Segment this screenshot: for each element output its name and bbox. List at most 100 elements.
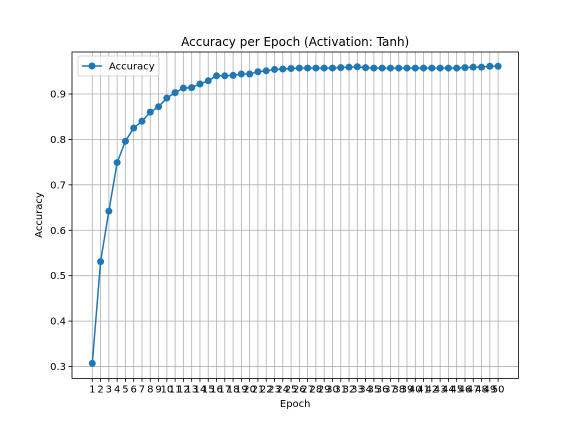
x-tick-label: 23 <box>268 384 281 395</box>
data-point <box>461 64 469 72</box>
y-axis-title: Accuracy <box>34 192 45 238</box>
data-point <box>444 64 452 72</box>
data-point <box>262 67 270 75</box>
data-point <box>295 64 303 72</box>
x-tick-label: 50 <box>492 384 505 395</box>
data-point <box>221 72 229 80</box>
x-tick-label: 4 <box>114 384 120 395</box>
x-tick-label: 14 <box>194 384 207 395</box>
x-tick-label: 29 <box>318 384 331 395</box>
data-point <box>328 64 336 72</box>
data-point <box>88 359 96 367</box>
data-point <box>270 65 278 73</box>
data-point <box>304 64 312 72</box>
x-tick-label: 28 <box>310 384 323 395</box>
data-point <box>420 64 428 72</box>
data-point <box>386 64 394 72</box>
data-point <box>196 80 204 88</box>
legend-box <box>77 55 160 77</box>
ticks: 1 2 3 4 5 6 7 8 91011121314151617181920212223242… <box>50 89 504 395</box>
data-point <box>279 65 287 73</box>
x-tick-label: 6 <box>131 384 137 395</box>
legend: Accuracy <box>77 55 160 77</box>
x-tick-label: 7 <box>139 384 145 395</box>
data-point <box>163 94 171 102</box>
x-tick-label: 8 <box>147 384 153 395</box>
legend-label-accuracy: Accuracy <box>109 62 155 73</box>
data-point <box>337 64 345 72</box>
x-tick-label: 38 <box>392 384 405 395</box>
x-tick-label: 13 <box>185 384 198 395</box>
x-tick-label: 1 <box>89 384 95 395</box>
chart-title: Accuracy per Epoch (Activation: Tanh) <box>181 35 409 49</box>
legend-marker-sample <box>88 62 96 70</box>
plot-area <box>72 52 519 379</box>
data-point <box>237 70 245 78</box>
data-point <box>486 62 494 70</box>
x-tick-label: 30 <box>326 384 339 395</box>
x-tick-label: 27 <box>301 384 314 395</box>
data-point <box>395 64 403 72</box>
x-tick-label: 41 <box>417 384 430 395</box>
x-tick-label: 43 <box>434 384 447 395</box>
data-point <box>229 71 237 79</box>
series-layer <box>88 62 502 367</box>
x-tick-label: 22 <box>260 384 273 395</box>
data-point <box>97 258 105 266</box>
data-point <box>469 63 477 71</box>
x-tick-label: 45 <box>450 384 463 395</box>
data-point <box>179 84 187 92</box>
y-tick-label: 0.9 <box>50 89 66 100</box>
x-tick-label: 36 <box>376 384 389 395</box>
data-point <box>403 64 411 72</box>
x-tick-label: 40 <box>409 384 422 395</box>
data-point <box>171 89 179 97</box>
x-tick-label: 32 <box>343 384 356 395</box>
data-point <box>138 117 146 125</box>
x-tick-label: 26 <box>293 384 306 395</box>
data-point <box>345 63 353 71</box>
x-tick-label: 34 <box>359 384 372 395</box>
x-tick-label: 12 <box>177 384 190 395</box>
data-point <box>378 64 386 72</box>
x-tick-label: 9 <box>155 384 161 395</box>
data-point <box>478 63 486 71</box>
x-tick-label: 37 <box>384 384 397 395</box>
x-tick-label: 19 <box>235 384 248 395</box>
x-tick-label: 3 <box>106 384 112 395</box>
y-tick-label: 0.5 <box>50 271 66 282</box>
data-point <box>494 62 502 70</box>
data-point <box>105 207 113 215</box>
y-tick-label: 0.8 <box>50 135 66 146</box>
y-tick-label: 0.6 <box>50 226 66 237</box>
x-tick-label: 20 <box>243 384 256 395</box>
x-tick-label: 48 <box>475 384 488 395</box>
x-tick-label: 35 <box>368 384 381 395</box>
data-point <box>353 63 361 71</box>
x-tick-label: 31 <box>334 384 347 395</box>
y-tick-label: 0.4 <box>50 317 66 328</box>
data-point <box>188 84 196 92</box>
x-tick-label: 10 <box>160 384 173 395</box>
x-tick-label: 5 <box>122 384 128 395</box>
data-point <box>113 159 121 167</box>
data-point <box>436 64 444 72</box>
x-tick-label: 11 <box>169 384 182 395</box>
x-tick-label: 33 <box>351 384 364 395</box>
x-tick-label: 21 <box>252 384 265 395</box>
data-point <box>320 64 328 72</box>
x-tick-label: 18 <box>227 384 240 395</box>
data-point <box>121 137 129 145</box>
x-tick-label: 17 <box>218 384 231 395</box>
data-point <box>146 108 154 116</box>
data-point <box>130 124 138 132</box>
data-point <box>287 65 295 73</box>
data-point <box>370 64 378 72</box>
x-tick-label: 16 <box>210 384 223 395</box>
y-tick-label: 0.3 <box>50 362 66 373</box>
data-point <box>246 70 254 78</box>
data-point <box>362 64 370 72</box>
data-point <box>204 77 212 85</box>
y-tick-label: 0.7 <box>50 180 66 191</box>
